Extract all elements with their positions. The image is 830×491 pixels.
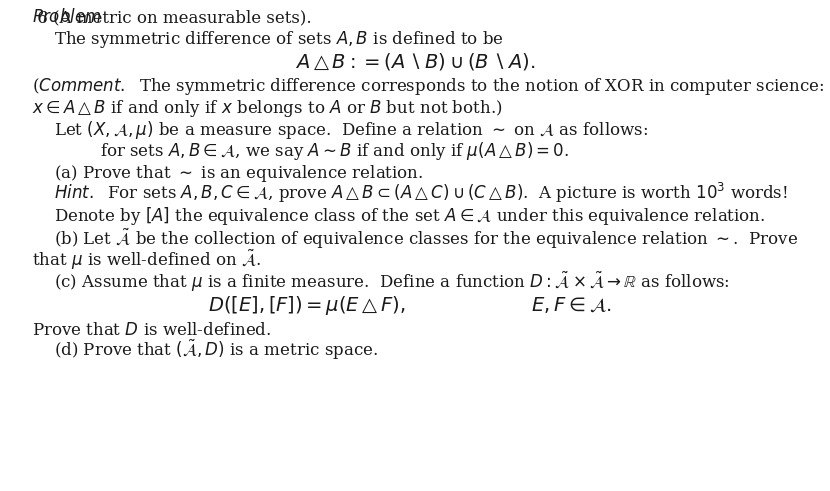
Text: $D([E], [F]) = \mu(E\triangle F),$: $D([E], [F]) = \mu(E\triangle F),$ bbox=[208, 294, 406, 317]
Text: 6 (A metric on measurable sets).: 6 (A metric on measurable sets). bbox=[32, 9, 311, 26]
Text: Denote by $[A]$ the equivalence class of the set $A \in \mathcal{A}$ under this : Denote by $[A]$ the equivalence class of… bbox=[54, 205, 765, 227]
Text: $\mathbf{\mathit{Problem}}$: $\mathbf{\mathit{Problem}}$ bbox=[32, 8, 101, 26]
Text: (b) Let $\tilde{\mathcal{A}}$ be the collection of equivalence classes for the e: (b) Let $\tilde{\mathcal{A}}$ be the col… bbox=[54, 226, 798, 250]
Text: $A\triangle B := (A \setminus B) \cup (B \setminus A).$: $A\triangle B := (A \setminus B) \cup (B… bbox=[295, 51, 535, 72]
Text: $x \in A\triangle B$ if and only if $x$ belongs to $A$ or $B$ but not both.): $x \in A\triangle B$ if and only if $x$ … bbox=[32, 98, 502, 119]
Text: Let $(X, \mathcal{A}, \mu)$ be a measure space.  Define a relation $\sim$ on $\m: Let $(X, \mathcal{A}, \mu)$ be a measure… bbox=[54, 118, 648, 140]
Text: for sets $A, B \in \mathcal{A}$, we say $A \sim B$ if and only if $\mu(A\triangl: for sets $A, B \in \mathcal{A}$, we say … bbox=[100, 140, 569, 162]
Text: $E, F \in \mathcal{A}.$: $E, F \in \mathcal{A}.$ bbox=[531, 295, 612, 315]
Text: The symmetric difference of sets $A, B$ is defined to be: The symmetric difference of sets $A, B$ … bbox=[54, 29, 504, 50]
Text: (a) Prove that $\sim$ is an equivalence relation.: (a) Prove that $\sim$ is an equivalence … bbox=[54, 163, 423, 184]
Text: (c) Assume that $\mu$ is a finite measure.  Define a function $D : \tilde{\mathc: (c) Assume that $\mu$ is a finite measur… bbox=[54, 270, 730, 294]
Text: (d) Prove that $(\tilde{\mathcal{A}}, D)$ is a metric space.: (d) Prove that $(\tilde{\mathcal{A}}, D)… bbox=[54, 338, 378, 362]
Text: that $\mu$ is well-defined on $\tilde{\mathcal{A}}$.: that $\mu$ is well-defined on $\tilde{\m… bbox=[32, 248, 261, 272]
Text: ($\mathit{Comment.}$  The symmetric difference corresponds to the notion of XOR : ($\mathit{Comment.}$ The symmetric diffe… bbox=[32, 76, 824, 97]
Text: Prove that $D$ is well-defined.: Prove that $D$ is well-defined. bbox=[32, 322, 271, 339]
Text: $\mathbf{\mathit{Hint.}}$  For sets $A, B, C \in \mathcal{A}$, prove $A\triangle: $\mathbf{\mathit{Hint.}}$ For sets $A, B… bbox=[54, 181, 788, 205]
